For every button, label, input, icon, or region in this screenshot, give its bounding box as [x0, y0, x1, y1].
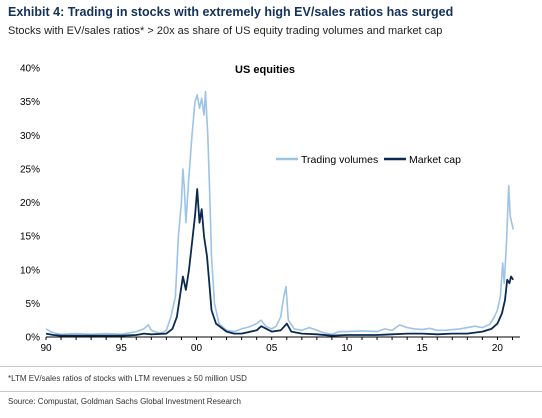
chart-title: US equities: [235, 64, 295, 76]
series-line-trading-volumes: [45, 90, 514, 336]
legend-label: Trading volumes: [301, 154, 378, 166]
x-tick-label: 95: [116, 343, 128, 354]
y-tick-label: 0%: [26, 333, 41, 344]
x-tick-label: 90: [40, 343, 52, 354]
y-tick-label: 25%: [20, 164, 40, 175]
x-tick-label: 15: [417, 343, 429, 354]
y-tick-label: 30%: [20, 131, 40, 142]
legend: Trading volumes Market cap: [276, 154, 461, 166]
y-tick-label: 35%: [20, 97, 40, 108]
series-layer: [45, 90, 514, 337]
y-tick-label: 40%: [20, 64, 40, 75]
legend-label: Market cap: [409, 154, 461, 166]
y-tick-label: 5%: [26, 299, 41, 310]
footnote: *LTM EV/sales ratios of stocks with LTM …: [8, 374, 247, 383]
y-axis: 0% 5% 10% 15% 20% 25% 30% 35% 40%: [20, 64, 40, 344]
x-tick-label: 20: [492, 343, 504, 354]
y-tick-label: 15%: [20, 232, 40, 243]
x-tick-label: 05: [266, 343, 278, 354]
x-tick-label: 00: [191, 343, 203, 354]
series-line-market-cap: [45, 188, 514, 337]
line-chart: 0% 5% 10% 15% 20% 25% 30% 35% 40% 90 95 00 05 10 15 20…: [20, 64, 520, 354]
x-axis: 90 95 00 05 10 15 20: [40, 336, 520, 354]
footnote-divider: [0, 366, 542, 367]
y-tick-label: 20%: [20, 198, 40, 209]
source-note: Source: Compustat, Goldman Sachs Global …: [8, 397, 241, 406]
x-tick-label: 10: [341, 343, 353, 354]
source-divider: [0, 391, 542, 392]
exhibit-title: Exhibit 4: Trading in stocks with extrem…: [8, 5, 454, 19]
exhibit-subtitle: Stocks with EV/sales ratios* > 20x as sh…: [8, 25, 443, 37]
y-tick-label: 10%: [20, 265, 40, 276]
